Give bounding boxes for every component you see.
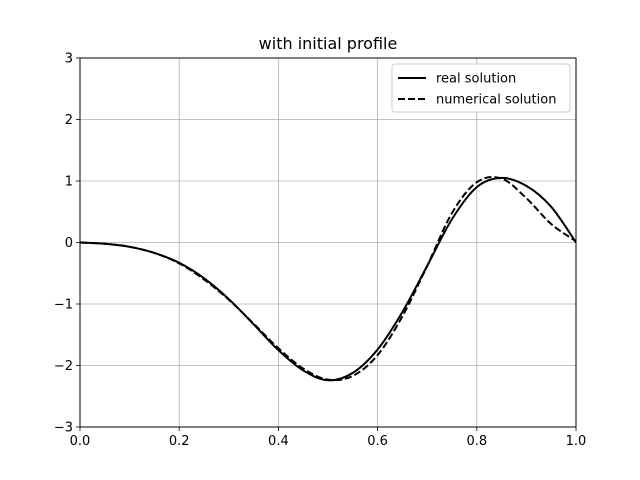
y-tick-label: 1 xyxy=(65,175,73,190)
x-tick-label: 0.8 xyxy=(466,434,487,449)
x-tick-label: 0.2 xyxy=(169,434,190,449)
legend-label: numerical solution xyxy=(436,93,556,108)
legend-box xyxy=(391,63,571,113)
y-tick-label: 0 xyxy=(65,236,73,251)
grid-lines xyxy=(79,57,577,428)
axis-ticks: 0.0 0.2 0.4 0.6 0.8 1.0 −3 −2 −1 0 1 2 3 xyxy=(54,52,587,450)
y-tick-label: 3 xyxy=(65,52,73,67)
y-tick-label: −2 xyxy=(54,359,73,374)
x-tick-label: 0.0 xyxy=(70,434,91,449)
series-layer xyxy=(80,176,576,382)
y-tick-label: 2 xyxy=(65,113,73,128)
x-tick-label: 1.0 xyxy=(566,434,587,449)
x-tick-label: 0.4 xyxy=(268,434,289,449)
y-tick-label: −1 xyxy=(54,298,73,313)
legend-label: real solution xyxy=(436,72,516,87)
numerical-solution-line xyxy=(80,176,576,382)
chart-title: with initial profile xyxy=(259,34,398,53)
legend: real solution numerical solution xyxy=(391,63,571,113)
x-tick-label: 0.6 xyxy=(367,434,388,449)
y-tick-label: −3 xyxy=(54,421,73,436)
